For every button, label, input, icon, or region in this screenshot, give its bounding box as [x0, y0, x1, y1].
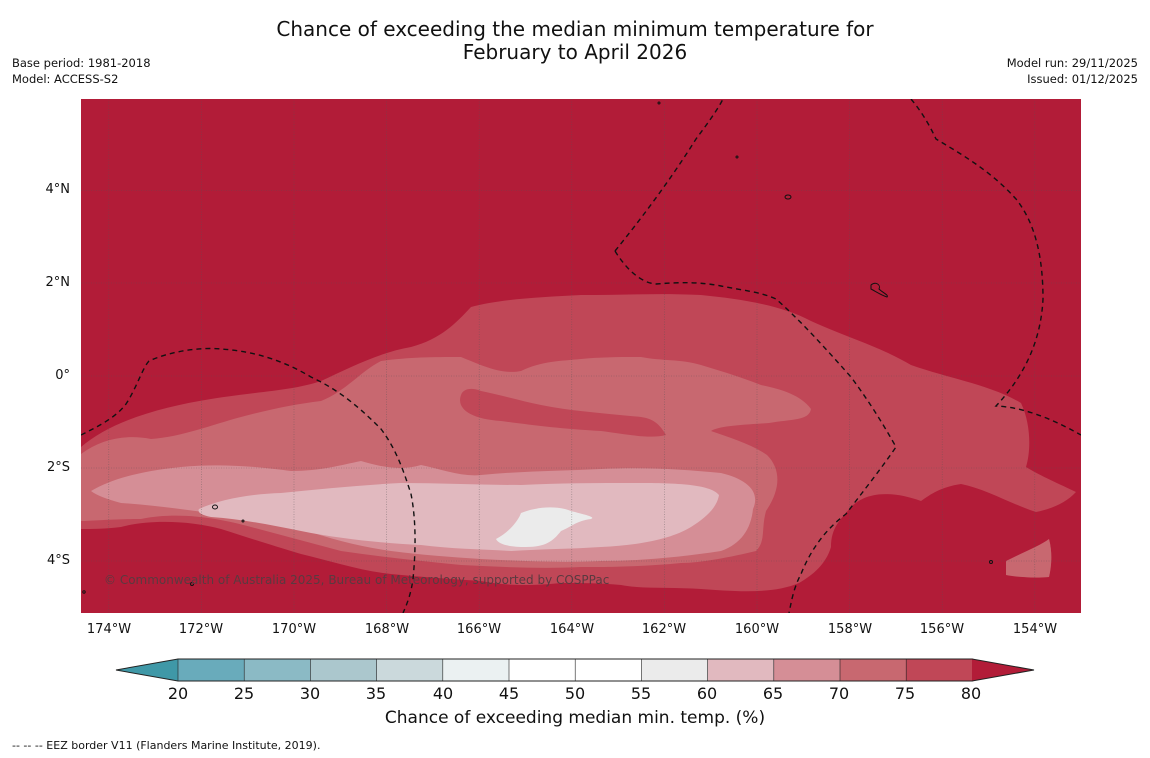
eez-legend: -- -- -- EEZ border V11 (Flanders Marine… [12, 739, 321, 752]
colorbar-tick: 75 [894, 684, 916, 703]
colorbar-outline [115, 658, 1035, 682]
lat-label-2s: 2°S [46, 460, 70, 475]
lon-label: 174°W [86, 622, 132, 637]
colorbar-tick: 55 [630, 684, 652, 703]
map-title: Chance of exceeding the median minimum t… [0, 18, 1150, 64]
lat-label-2n: 2°N [45, 275, 71, 290]
meta-left: Base period: 1981-2018 Model: ACCESS-S2 [12, 55, 151, 87]
colorbar-segments [116, 658, 1034, 682]
lon-label: 164°W [549, 622, 595, 637]
lat-label-0: 0° [55, 368, 70, 383]
contour-75-80-inner [460, 388, 666, 437]
lon-label: 166°W [456, 622, 502, 637]
colorbar-segment [508, 658, 576, 682]
copyright-text: © Commonwealth of Australia 2025, Bureau… [104, 573, 609, 587]
colorbar [115, 658, 1035, 682]
model-run: Model run: 29/11/2025 [1006, 56, 1138, 70]
colorbar-segment [310, 658, 378, 682]
lon-label: 170°W [271, 622, 317, 637]
colorbar-tick: 80 [960, 684, 982, 703]
colorbar-tick: 50 [564, 684, 586, 703]
lon-label: 172°W [178, 622, 224, 637]
contour-60-65 [198, 483, 719, 551]
colorbar-tick: 40 [432, 684, 454, 703]
lon-label: 158°W [827, 622, 873, 637]
colorbar-segment [177, 658, 245, 682]
meta-right: Model run: 29/11/2025 Issued: 01/12/2025 [1007, 55, 1138, 87]
colorbar-tick: 35 [365, 684, 387, 703]
colorbar-tick: 70 [828, 684, 850, 703]
colorbar-segment [707, 658, 775, 682]
contour-70-75-patch [1006, 539, 1052, 578]
islands [82, 101, 993, 594]
colorbar-segment [442, 658, 510, 682]
lon-label: 162°W [641, 622, 687, 637]
colorbar-segment [641, 658, 709, 682]
eez-borders [81, 99, 1081, 613]
colorbar-tick: 30 [299, 684, 321, 703]
lat-label-4s: 4°S [46, 553, 70, 568]
colorbar-tick: 25 [233, 684, 255, 703]
colorbar-tick: 60 [696, 684, 718, 703]
map-title-line2: February to April 2026 [462, 40, 688, 64]
colorbar-tick: 45 [498, 684, 520, 703]
issued-date: Issued: 01/12/2025 [1027, 72, 1138, 86]
lon-label: 154°W [1012, 622, 1058, 637]
colorbar-tick: 20 [167, 684, 189, 703]
colorbar-segment [773, 658, 841, 682]
colorbar-segment [905, 658, 974, 682]
map-title-line1: Chance of exceeding the median minimum t… [276, 17, 874, 41]
graticule [81, 99, 1081, 613]
contour-55-60 [496, 507, 593, 547]
colorbar-extend-high [972, 659, 1034, 681]
colorbar-segment [574, 658, 643, 682]
base-period: Base period: 1981-2018 [12, 56, 151, 70]
colorbar-tick: 65 [762, 684, 784, 703]
lon-label: 156°W [919, 622, 965, 637]
colorbar-extend-low [116, 659, 178, 681]
map-canvas: © Commonwealth of Australia 2025, Bureau… [81, 99, 1081, 613]
colorbar-segment [243, 658, 312, 682]
colorbar-segment [839, 658, 907, 682]
lat-label-4n: 4°N [45, 182, 71, 197]
colorbar-title: Chance of exceeding median min. temp. (%… [384, 708, 766, 728]
lon-label: 168°W [364, 622, 410, 637]
lon-label: 160°W [734, 622, 780, 637]
model-name: Model: ACCESS-S2 [12, 72, 119, 86]
colorbar-segment [376, 658, 444, 682]
